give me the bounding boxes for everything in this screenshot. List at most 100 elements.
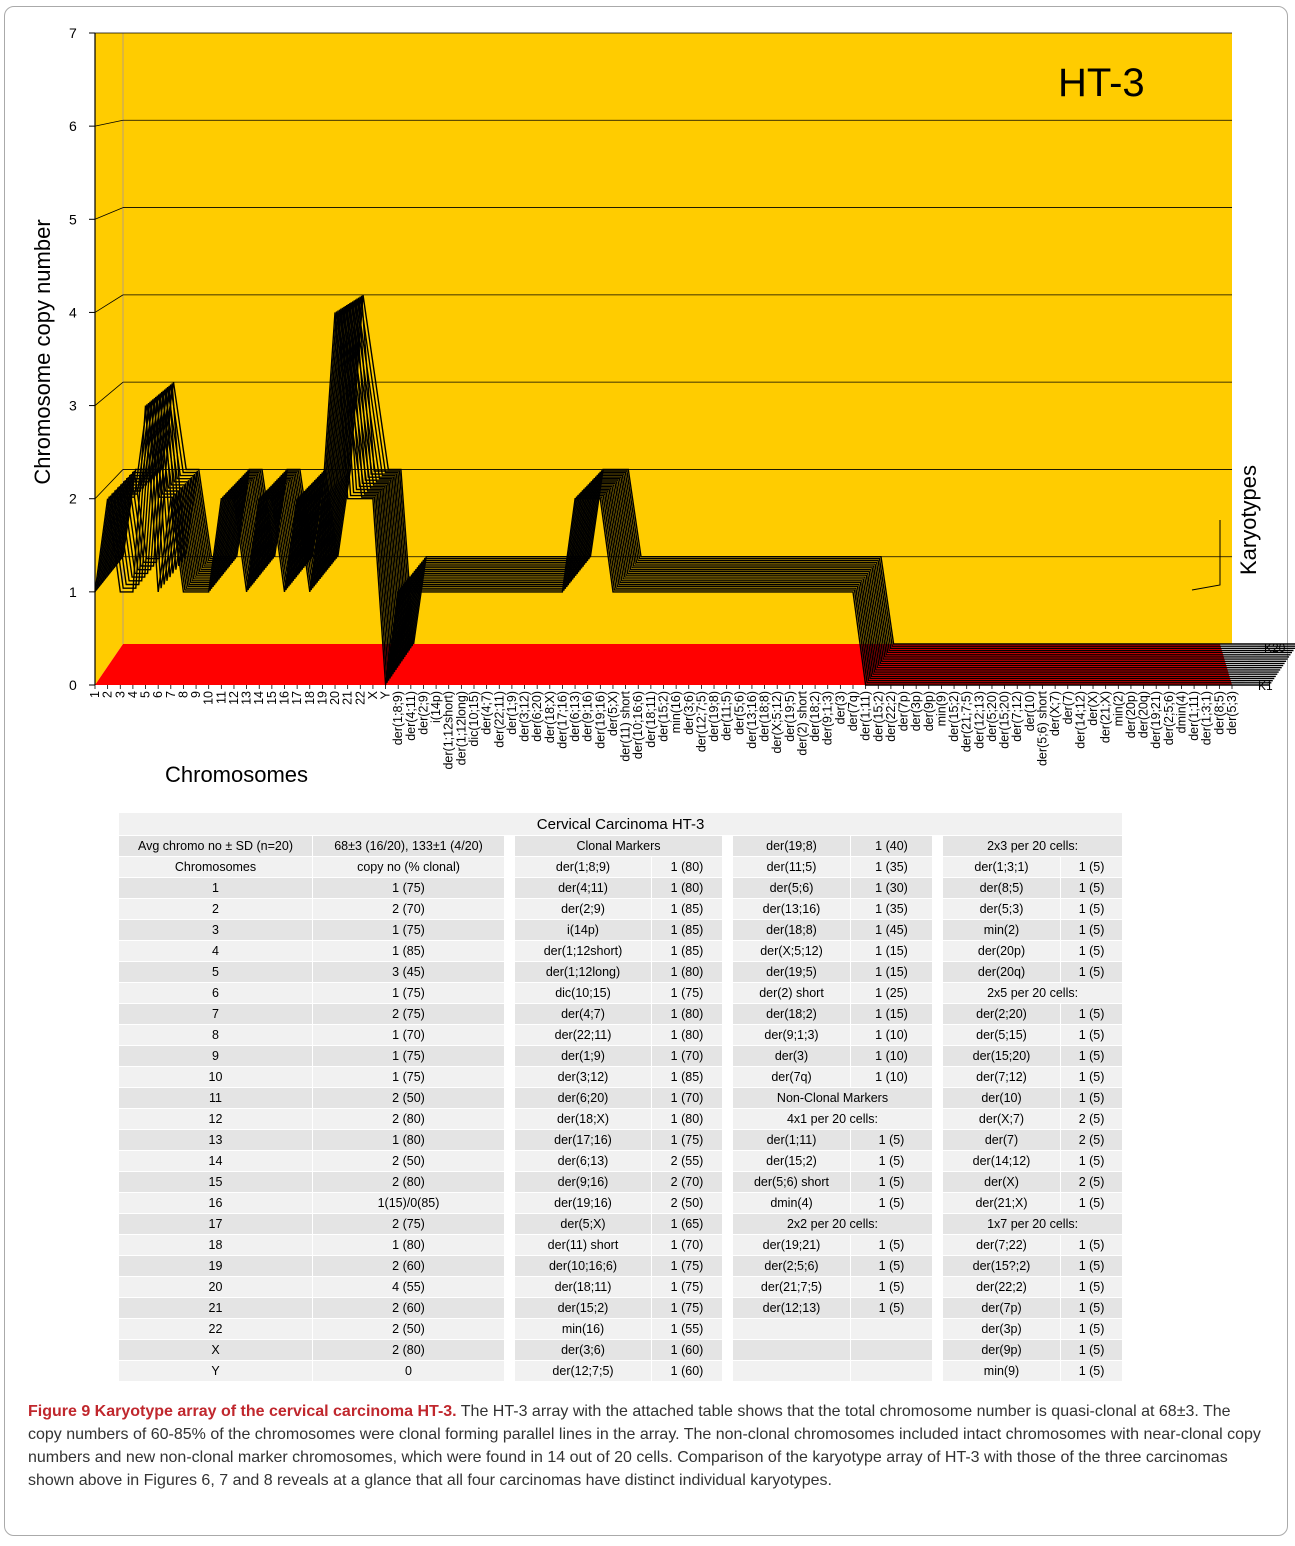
x-tick-label: der(8;5) [1212, 691, 1226, 735]
table-cell: 1 (35) [850, 856, 933, 878]
table-cell: 1 (80) [651, 877, 723, 899]
table-cell: 5 [118, 961, 313, 983]
table-cell: 1 (60) [651, 1360, 723, 1382]
x-tick-label: der(5;3) [1225, 691, 1239, 735]
x-tick-label: Y [379, 690, 393, 699]
table-cell: 1 (10) [850, 1024, 933, 1046]
x-tick-label: der(6;13) [568, 691, 582, 742]
table-cell: 1 (70) [651, 1045, 723, 1067]
column-gap [932, 898, 943, 920]
column-gap [932, 1255, 943, 1277]
x-tick-label: der(21;7;5) [960, 691, 974, 752]
table-cell: 1 (5) [1059, 919, 1124, 941]
table-cell: i(14p) [514, 919, 652, 941]
table-cell: der(4;7) [514, 1003, 652, 1025]
column-gap [932, 1003, 943, 1025]
column-gap [722, 919, 733, 941]
column-gap [504, 1066, 515, 1088]
x-axis-label: Chromosomes [165, 762, 308, 787]
column-gap [504, 1129, 515, 1151]
table-cell: 2 (80) [312, 1108, 505, 1130]
x-tick-label: 1 [88, 691, 102, 698]
column-gap [932, 1339, 943, 1361]
x-tick-label: 14 [252, 691, 266, 705]
table-cell: der(7q) [732, 1066, 851, 1088]
x-tick-label: 22 [353, 691, 367, 705]
x-tick-label: der(3) [833, 691, 847, 724]
table-cell: 1 (25) [850, 982, 933, 1004]
gridline-side [94, 119, 124, 127]
x-tick-label: der(15;2) [871, 691, 885, 742]
column-gap [504, 1171, 515, 1193]
x-tick-label: der(9;16) [581, 691, 595, 742]
table-cell: 2 (55) [651, 1150, 723, 1172]
column-gap [504, 961, 515, 983]
column-gap [722, 877, 733, 899]
table-cell: 1 (85) [651, 940, 723, 962]
x-tick-label: 16 [278, 691, 292, 705]
x-tick-label: der(19;16) [593, 691, 607, 749]
table-cell: der(18;2) [732, 1003, 851, 1025]
column-gap [504, 1045, 515, 1067]
table-cell: 13 [118, 1129, 313, 1151]
table-cell: 1 (45) [850, 919, 933, 941]
x-tick-label: der(19;8) [707, 691, 721, 742]
table-cell: 7 [118, 1003, 313, 1025]
column-gap [722, 940, 733, 962]
table-cell: 20 [118, 1276, 313, 1298]
x-tick-label: 20 [328, 691, 342, 705]
table-cell: 11 [118, 1087, 313, 1109]
column-gap [722, 835, 733, 857]
table-cell: 1 (5) [850, 1192, 933, 1214]
x-tick-label: der(18;8) [758, 691, 772, 742]
karyotype-table: Cervical Carcinoma HT-3 Avg chromo no ± S… [117, 812, 1124, 1382]
table-row: Chromosomes copy no (% clonal) der(1;8;9) 1… [118, 856, 1124, 878]
table-cell: 16 [118, 1192, 313, 1214]
table-row: 15 2 (80) der(9;16) 2 (70) der(5;6) short 1 (… [118, 1171, 1124, 1193]
column-gap [722, 1045, 733, 1067]
table-cell: 1 (75) [312, 982, 505, 1004]
table-cell: 1x7 per 20 cells: [941, 1213, 1124, 1235]
column-gap [932, 1150, 943, 1172]
x-tick-label: der(1;12short) [442, 691, 456, 770]
table-cell: der(19;8) [732, 835, 851, 857]
y-tick-label: 4 [69, 304, 77, 320]
table-cell: der(20q) [942, 961, 1061, 983]
table-cell [850, 1318, 933, 1340]
table-cell: 1 [118, 877, 313, 899]
table-cell: 4 (55) [312, 1276, 505, 1298]
table-cell: 1 (75) [651, 1255, 723, 1277]
table-cell: 2 (75) [312, 1003, 505, 1025]
x-tick-label: der(7;12) [1010, 691, 1024, 742]
table-cell: 1 (10) [850, 1066, 933, 1088]
table-cell: der(7p) [942, 1297, 1061, 1319]
x-tick-label: der(21;X) [1099, 691, 1113, 743]
column-gap [504, 1318, 515, 1340]
column-gap [932, 1129, 943, 1151]
caption-title: Figure 9 Karyotype array of the cervical… [28, 1403, 457, 1420]
column-gap [932, 856, 943, 878]
table-cell: 1 (85) [651, 1066, 723, 1088]
table-cell: der(11;5) [732, 856, 851, 878]
table-cell: 2 (70) [312, 898, 505, 920]
table-cell: 1 (5) [1059, 1045, 1124, 1067]
column-gap [932, 961, 943, 983]
y-tick-label: 1 [69, 584, 77, 600]
column-gap [722, 1318, 733, 1340]
table-cell: 2x5 per 20 cells: [941, 982, 1124, 1004]
z-leader [1191, 520, 1221, 591]
table-cell: 15 [118, 1171, 313, 1193]
karyotype-line [120, 295, 1295, 647]
gridline-side [94, 207, 124, 220]
karyotype-line [114, 299, 1291, 656]
table-cell [850, 1339, 933, 1361]
x-tick-label: 17 [290, 691, 304, 705]
column-gap [504, 982, 515, 1004]
column-gap [722, 856, 733, 878]
column-gap [722, 1339, 733, 1361]
x-tick-label: 12 [227, 691, 241, 705]
x-tick-label: min(2) [1111, 691, 1125, 726]
figure-caption: Figure 9 Karyotype array of the cervical… [28, 1400, 1268, 1492]
column-gap [722, 1360, 733, 1382]
